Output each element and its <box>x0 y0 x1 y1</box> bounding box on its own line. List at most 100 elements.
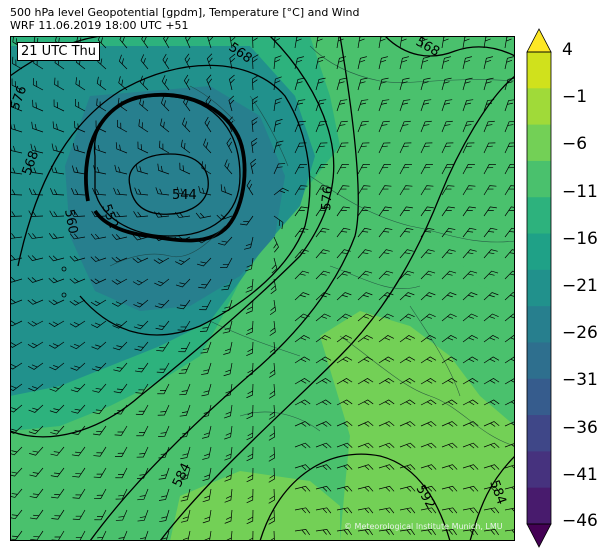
wind-barb <box>28 404 44 413</box>
wind-barb <box>111 256 128 263</box>
wind-barb <box>378 464 395 470</box>
wind-barb <box>224 446 233 461</box>
wind-barb <box>357 142 370 154</box>
wind-barb <box>378 206 392 217</box>
wind-barb <box>294 56 304 70</box>
wind-barb <box>483 99 495 112</box>
wind-barb <box>462 36 472 49</box>
wind-barb <box>378 399 395 406</box>
wind-barb <box>154 278 170 287</box>
wind-barb <box>29 165 44 175</box>
wind-barb <box>420 36 430 49</box>
wind-barb <box>48 255 65 262</box>
isohypse-584-east <box>469 455 515 541</box>
wind-barb <box>378 485 395 492</box>
wind-barb <box>178 341 191 353</box>
contour-label: 560 <box>61 208 80 235</box>
wind-barb <box>462 249 477 259</box>
wind-barb <box>357 464 374 470</box>
wind-barb <box>206 74 212 91</box>
wind-barb <box>216 214 233 221</box>
wind-barb <box>441 227 456 238</box>
wind-barb <box>134 341 149 351</box>
wind-barb <box>357 120 369 133</box>
wind-barb <box>483 77 494 91</box>
wind-barb <box>163 36 170 49</box>
wind-barb <box>294 185 308 196</box>
wind-barb <box>504 56 514 70</box>
wind-barb <box>157 404 170 416</box>
wind-barb <box>50 425 65 435</box>
wind-barb <box>118 76 128 91</box>
wind-barb <box>202 425 212 439</box>
wind-barb <box>441 56 451 70</box>
wind-barb <box>117 97 128 112</box>
wind-barb <box>252 54 259 70</box>
wind-barb <box>357 507 374 514</box>
wind-barb <box>201 362 212 375</box>
wind-barb <box>357 249 372 259</box>
wind-barb <box>336 120 348 133</box>
wind-barb <box>294 335 310 343</box>
wind-barb <box>399 529 416 536</box>
wind-barb <box>115 142 128 154</box>
wind-barb <box>54 77 65 91</box>
wind-barb <box>420 227 435 238</box>
wind-barb <box>462 292 478 301</box>
wind-barb <box>207 36 214 49</box>
wind-barb <box>70 341 86 350</box>
wind-barb <box>420 142 433 154</box>
wind-barb <box>420 56 430 70</box>
wind-barb <box>90 299 107 307</box>
colorbar-segment <box>527 124 551 162</box>
wind-barb <box>141 36 149 49</box>
wind-barb <box>399 227 414 238</box>
wind-barb <box>133 320 149 330</box>
wind-barb <box>462 142 475 154</box>
wind-barb <box>29 509 44 520</box>
wind-barb <box>113 383 128 394</box>
wind-barb <box>53 99 65 112</box>
map-marker <box>61 292 67 298</box>
wind-barb <box>268 404 276 420</box>
wind-barb <box>420 185 434 196</box>
wind-barb <box>72 143 86 154</box>
wind-barb <box>399 163 412 175</box>
wind-barb <box>179 162 191 175</box>
wind-barb <box>504 99 515 112</box>
wind-barb <box>180 467 191 481</box>
wind-barb <box>10 298 23 305</box>
wind-barb <box>273 76 282 91</box>
isohypse-592 <box>259 453 451 541</box>
colorbar-segment <box>527 197 551 235</box>
wind-barb <box>357 185 371 196</box>
wind-barb <box>441 464 458 470</box>
wind-barb <box>294 270 310 280</box>
wind-barb <box>269 341 276 357</box>
wind-barb <box>251 117 258 133</box>
wind-barb <box>113 362 128 372</box>
wind-barb <box>462 464 479 470</box>
wind-barb <box>227 116 234 133</box>
contour-label: 544 <box>172 188 197 203</box>
colorbar-segment <box>527 342 551 380</box>
wind-barb <box>156 362 170 373</box>
wind-barb <box>483 185 497 196</box>
wind-barb <box>462 335 478 343</box>
wind-barb <box>399 485 416 492</box>
wind-barb <box>357 56 367 70</box>
wind-barb <box>224 467 233 482</box>
wind-barb <box>132 257 149 264</box>
wind-barb <box>32 78 44 91</box>
wind-barb <box>50 467 65 478</box>
wind-barb <box>162 53 170 70</box>
colorbar-segment <box>527 487 551 525</box>
wind-barb <box>504 507 515 514</box>
wind-barb <box>114 425 128 436</box>
wind-barb <box>70 383 86 393</box>
wind-barb <box>336 163 349 175</box>
wind-barb <box>294 464 311 470</box>
wind-barb <box>441 356 458 364</box>
wind-barb <box>92 404 107 415</box>
wind-barb <box>336 399 353 406</box>
